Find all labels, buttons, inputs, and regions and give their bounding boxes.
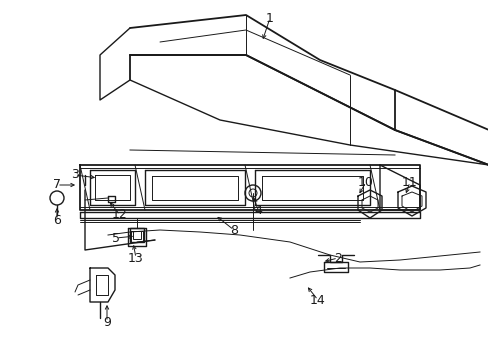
- Text: 7: 7: [53, 179, 61, 192]
- Text: 1: 1: [265, 12, 273, 24]
- Text: 10: 10: [357, 175, 373, 189]
- Text: 11: 11: [401, 175, 417, 189]
- Text: 2: 2: [333, 252, 341, 265]
- Bar: [133, 231, 141, 239]
- Text: 13: 13: [128, 252, 143, 265]
- Bar: [130, 228, 143, 242]
- Text: 14: 14: [309, 293, 325, 306]
- Text: 5: 5: [112, 231, 120, 244]
- Text: 8: 8: [229, 224, 238, 237]
- Text: 6: 6: [53, 213, 61, 226]
- Text: 9: 9: [103, 315, 111, 328]
- Text: 4: 4: [254, 203, 262, 216]
- Text: 12: 12: [112, 208, 128, 221]
- Text: 3: 3: [71, 168, 79, 181]
